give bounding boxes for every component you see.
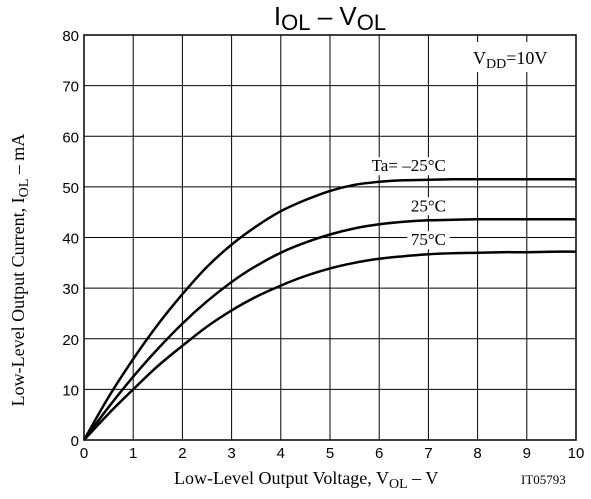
series-label: Ta= –25°C xyxy=(372,156,446,175)
y-tick-label: 0 xyxy=(71,433,79,450)
x-tick-label: 9 xyxy=(523,445,531,462)
series-label-bg xyxy=(407,231,450,250)
series-line-1 xyxy=(82,218,576,441)
x-tick-label: 5 xyxy=(326,445,334,462)
figure-id: IT05793 xyxy=(521,472,566,487)
xlabel-post: – V xyxy=(408,468,439,488)
series-layer xyxy=(82,178,577,441)
x-axis-label: Low-Level Output Voltage, VOL – V xyxy=(174,468,438,492)
series-label: 75°C xyxy=(411,230,446,249)
plot-frame xyxy=(83,34,577,441)
chart-title: IOL – VOL xyxy=(274,1,386,35)
ylabel-sub: OL xyxy=(17,179,32,198)
x-tick-label: 4 xyxy=(277,445,285,462)
y-axis-label: Low-Level Output Current, IOL – mA xyxy=(8,134,32,407)
title-main: I xyxy=(274,1,281,31)
title-main-sub: OL xyxy=(281,10,310,35)
x-tick-label: 2 xyxy=(178,445,186,462)
series-label-bg xyxy=(407,197,450,216)
condition-post: =10V xyxy=(506,48,547,68)
x-tick-label: 1 xyxy=(129,445,137,462)
condition-label: VDD=10V xyxy=(473,48,547,72)
x-tick-label: 3 xyxy=(227,445,235,462)
y-tick-label: 60 xyxy=(62,129,79,146)
ylabel-post: – mA xyxy=(8,134,28,179)
grid xyxy=(84,35,576,440)
y-tick-label: 80 xyxy=(62,28,79,45)
x-tick-label: 10 xyxy=(568,445,585,462)
ylabel-pre: Low-Level Output Current, I xyxy=(8,197,28,406)
y-tick-label: 20 xyxy=(62,332,79,349)
series-labels: Ta= –25°C 25°C 75°C xyxy=(366,156,452,250)
y-tick-label: 40 xyxy=(62,231,79,248)
x-tick-label: 7 xyxy=(424,445,432,462)
title-dash: – xyxy=(310,1,339,31)
x-axis-ticks: 0 1 2 3 4 5 6 7 8 9 10 xyxy=(80,445,585,462)
y-axis-ticks: 0 10 20 30 40 50 60 70 80 xyxy=(62,28,79,450)
title-var-sub: OL xyxy=(357,10,386,35)
x-tick-label: 0 xyxy=(80,445,88,462)
series-label-bg xyxy=(366,157,452,176)
y-tick-label: 10 xyxy=(62,382,79,399)
y-tick-label: 70 xyxy=(62,79,79,96)
y-tick-label: 50 xyxy=(62,180,79,197)
condition-box-bg xyxy=(470,42,574,72)
x-tick-label: 8 xyxy=(473,445,481,462)
condition-pre: V xyxy=(473,48,486,68)
x-tick-label: 6 xyxy=(375,445,383,462)
xlabel-pre: Low-Level Output Voltage, V xyxy=(174,468,389,488)
series-line-2 xyxy=(83,250,577,441)
condition-sub: DD xyxy=(486,57,506,72)
series-line-0 xyxy=(82,178,576,441)
xlabel-sub: OL xyxy=(389,477,408,492)
y-tick-label: 30 xyxy=(62,281,79,298)
series-label: 25°C xyxy=(411,196,446,215)
title-var: V xyxy=(339,1,357,31)
